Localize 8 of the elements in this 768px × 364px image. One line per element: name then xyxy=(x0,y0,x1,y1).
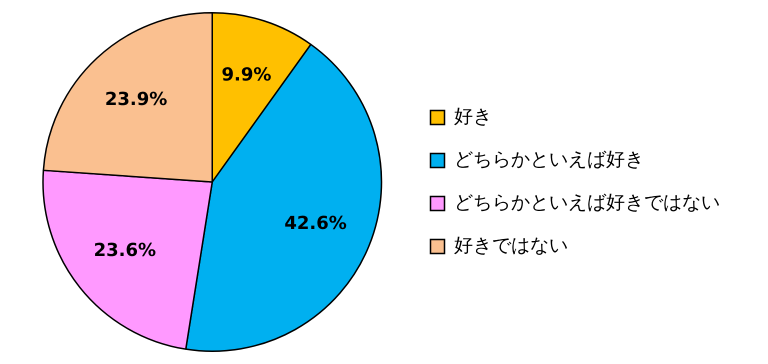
data-label: 23.9% xyxy=(104,89,168,110)
data-label: 42.6% xyxy=(284,213,347,234)
legend-label: どちらかといえば好きではない xyxy=(454,191,720,214)
legend-label: どちらかといえば好き xyxy=(454,148,644,170)
data-label: 9.9% xyxy=(221,64,272,86)
data-label: 23.6% xyxy=(94,240,156,262)
legend-label: 好きではない xyxy=(454,234,568,256)
legend-label: 好き xyxy=(454,105,492,128)
